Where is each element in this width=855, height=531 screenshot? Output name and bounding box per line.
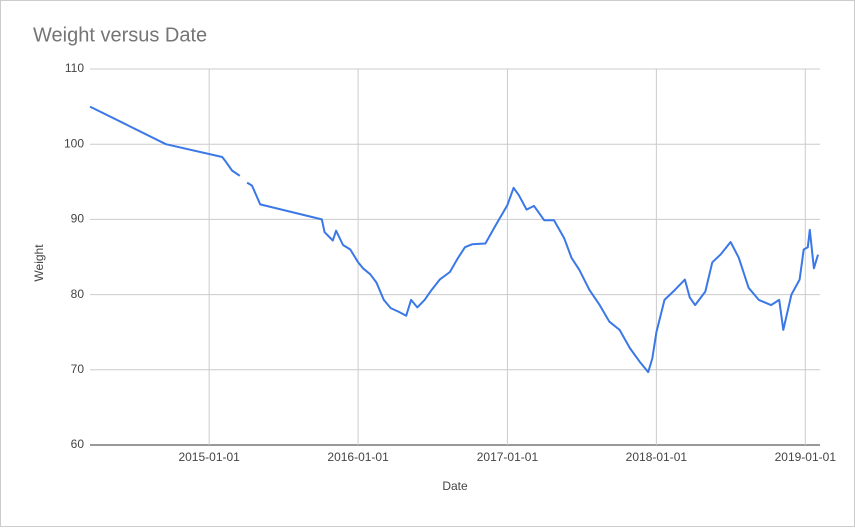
x-tick-label: 2015-01-01	[178, 450, 240, 464]
y-axis-label: Weight	[32, 244, 46, 282]
y-tick-label: 60	[71, 437, 85, 451]
data-line	[89, 105, 819, 374]
x-tick-label: 2017-01-01	[477, 450, 539, 464]
x-axis-label: Date	[442, 479, 468, 493]
y-tick-label: 110	[65, 61, 84, 75]
x-tick-label: 2016-01-01	[327, 450, 389, 464]
chart-title: Weight versus Date	[33, 24, 207, 46]
y-tick-label: 80	[71, 287, 85, 301]
y-tick-label: 70	[71, 362, 85, 376]
y-tick-label: 100	[64, 136, 84, 150]
y-tick-label: 90	[71, 212, 85, 226]
x-tick-label: 2019-01-01	[775, 450, 837, 464]
x-tick-label: 2018-01-01	[626, 450, 688, 464]
